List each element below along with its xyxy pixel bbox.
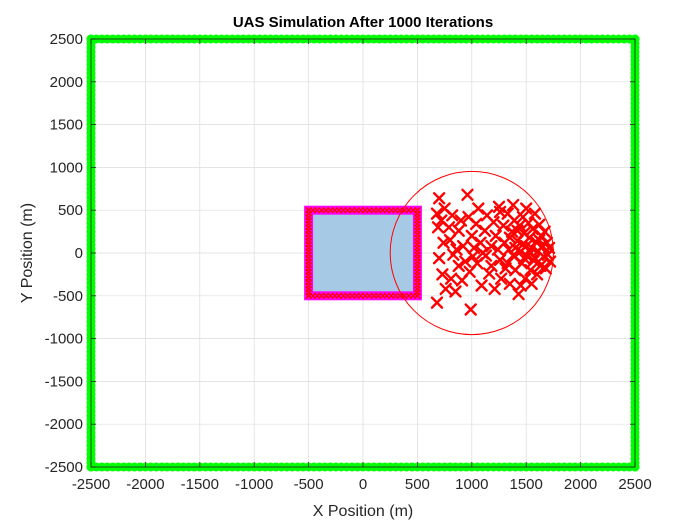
uas-marker — [472, 202, 485, 215]
y-tick-label: -500 — [53, 288, 83, 305]
x-tick-label: 1000 — [455, 476, 488, 493]
y-tick-label: -2500 — [45, 459, 83, 476]
uas-marker — [543, 255, 557, 268]
protected-zone — [304, 205, 422, 301]
uas-marker — [454, 214, 468, 227]
perimeter-marker — [305, 206, 312, 214]
uas-marker — [494, 272, 508, 285]
y-tick-label: 2500 — [50, 31, 83, 48]
uas-marker — [436, 268, 449, 281]
uas-marker — [446, 209, 459, 222]
x-axis-label: X Position (m) — [313, 503, 413, 520]
x-tick-label: 2500 — [618, 476, 651, 493]
perimeter-marker — [414, 206, 421, 214]
uas-marker — [487, 215, 500, 229]
y-tick-label: -1000 — [45, 331, 83, 348]
uas-marker — [461, 188, 474, 201]
uas-marker — [489, 229, 502, 243]
uas-marker — [514, 279, 527, 292]
x-tick-label: -2500 — [72, 476, 110, 493]
y-axis-ticks: -2500 -2000 -1500 -1000 -500 0 500 1000 1500 2000… — [45, 31, 635, 476]
x-tick-label: -1500 — [181, 476, 219, 493]
uas-marker — [528, 207, 542, 220]
y-tick-label: 500 — [58, 202, 83, 219]
x-tick-label: 1500 — [510, 476, 543, 493]
uas-marker — [449, 285, 462, 298]
y-tick-label: -2000 — [45, 416, 83, 433]
x-tick-label: -2000 — [126, 476, 164, 493]
uas-marker — [493, 205, 507, 219]
uas-marker — [467, 241, 481, 255]
y-tick-label: 1000 — [50, 159, 83, 176]
uas-marker — [520, 202, 533, 215]
uas-marker — [526, 222, 539, 236]
uas-marker — [432, 192, 446, 205]
uas-marker — [491, 243, 505, 256]
uas-marker — [432, 251, 446, 265]
uas-marker — [493, 253, 507, 267]
uas-marker — [469, 217, 483, 231]
y-tick-label: -1500 — [45, 373, 83, 390]
uas-marker — [506, 198, 520, 212]
uas-marker — [530, 268, 544, 281]
uas-marker — [430, 207, 444, 220]
uas-marker — [485, 239, 498, 253]
uas-marker — [524, 263, 537, 277]
uas-marker — [452, 224, 465, 237]
uas-marker — [430, 296, 444, 309]
uas-marker — [464, 303, 477, 316]
x-tick-label: 500 — [405, 476, 430, 493]
uas-marker — [539, 262, 552, 275]
x-axis-ticks: -2500 -2000 -1500 -1000 -500 0 500 1000 1500 2000… — [72, 39, 652, 493]
uas-marker — [516, 238, 530, 251]
uas-marker — [437, 236, 450, 249]
uas-marker — [450, 243, 463, 256]
uas-marker — [444, 272, 458, 285]
uas-marker — [431, 221, 445, 234]
y-tick-label: 2000 — [50, 74, 83, 91]
uas-marker — [497, 219, 510, 232]
uas-marker — [542, 241, 556, 255]
chart-title: UAS Simulation After 1000 Iterations — [233, 14, 493, 31]
uas-marker — [456, 239, 470, 253]
x-tick-label: -1000 — [235, 476, 273, 493]
x-tick-label: 2000 — [564, 476, 597, 493]
x-tick-label: 0 — [359, 476, 367, 493]
uas-marker — [509, 241, 522, 255]
y-tick-label: 0 — [75, 245, 83, 262]
uas-marker — [525, 277, 538, 291]
uas-marker — [533, 233, 546, 247]
uas-markers — [430, 188, 557, 316]
uas-marker — [465, 229, 478, 243]
uas-marker — [459, 255, 472, 268]
uas-marker — [488, 282, 501, 296]
x-tick-label: -500 — [294, 476, 324, 493]
uas-marker — [475, 279, 488, 292]
uas-marker — [439, 282, 452, 296]
uas-marker — [538, 225, 551, 238]
y-tick-label: 1500 — [50, 117, 83, 134]
uas-marker — [501, 257, 514, 270]
protected-zone-fill — [304, 205, 422, 301]
uas-marker — [485, 259, 498, 273]
uas-marker — [503, 277, 517, 291]
uas-marker — [447, 248, 460, 261]
uas-marker — [442, 221, 456, 234]
uas-marker — [452, 259, 465, 273]
uas-marker — [476, 246, 489, 260]
uas-marker — [511, 224, 524, 237]
y-axis-label: Y Position (m) — [19, 203, 36, 303]
